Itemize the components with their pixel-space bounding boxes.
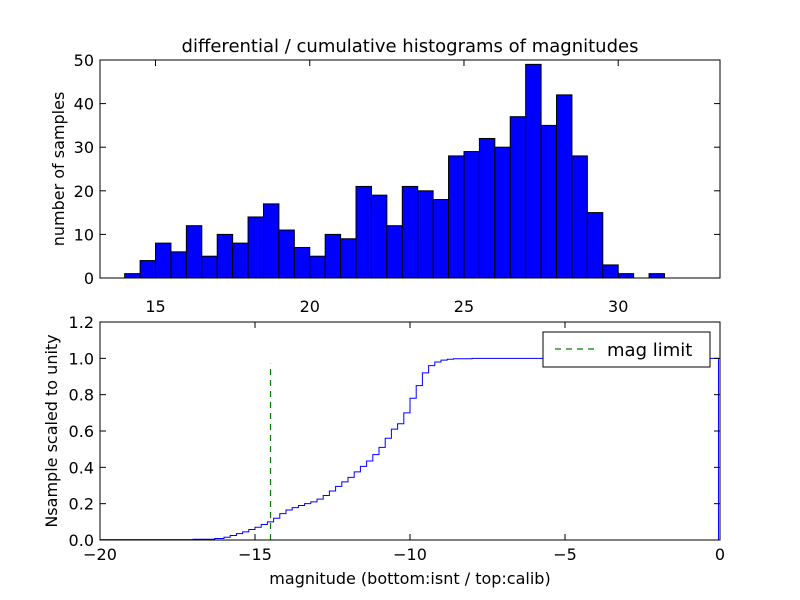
top-y-tick-label: 0 (84, 269, 94, 288)
top-x-tick-label: 20 (300, 297, 320, 316)
histogram-bar (417, 190, 434, 279)
cumulative-plot-area (100, 357, 719, 541)
histogram-bar (525, 63, 542, 279)
histogram-bar (648, 273, 665, 279)
bottom-y-tick-label: 1.0 (69, 349, 94, 368)
histogram-bar (571, 155, 588, 279)
histogram-bar (139, 260, 157, 279)
bottom-y-tick-label: 1.2 (69, 313, 94, 332)
bottom-x-tick-label: −10 (393, 545, 427, 564)
histogram-bar (324, 233, 342, 279)
bottom-y-axis-label: Nsample scaled to unity (42, 334, 61, 527)
top-x-tick-label: 30 (608, 297, 628, 316)
legend-mag-limit-label: mag limit (607, 340, 692, 361)
bottom-y-tick-label: 0.4 (69, 458, 94, 477)
top-y-tick-label: 20 (74, 182, 94, 201)
bottom-x-tick-label: −20 (83, 545, 117, 564)
histogram-bar (494, 146, 511, 279)
histogram-bar (216, 233, 234, 279)
top-y-axis-label: number of samples (49, 92, 68, 247)
bottom-x-axis-label: magnitude (bottom:isnt / top:calib) (269, 569, 550, 588)
bottom-x-tick-label: −5 (553, 545, 577, 564)
histogram-bar (448, 155, 465, 279)
histogram-bar (602, 264, 619, 279)
histogram-bar (509, 116, 527, 279)
bottom-y-tick-label: 0.8 (69, 386, 94, 405)
top-y-tick-label: 30 (74, 138, 94, 157)
bottom-y-tick-label: 0.2 (69, 495, 94, 514)
histogram-bar (293, 246, 311, 279)
histogram-bar (340, 238, 357, 279)
top-plot-frame (99, 59, 721, 279)
histogram-bar (386, 225, 403, 279)
histogram-bar (170, 251, 187, 279)
top-histogram-panel: differential / cumulative histograms of … (49, 36, 721, 316)
histogram-bar (278, 229, 295, 279)
histogram-bar (232, 242, 249, 279)
histogram-bar (617, 273, 635, 279)
histogram-bar (586, 212, 604, 279)
histogram-bar (247, 216, 264, 279)
bottom-y-axis: 0.0 0.2 0.4 0.6 0.8 1.0 1.2 (69, 313, 720, 550)
top-y-axis: 0 10 20 30 40 50 (74, 51, 720, 288)
histogram-bar (432, 199, 450, 279)
bottom-y-tick-label: 0.0 (69, 531, 94, 550)
histogram-bar (155, 242, 172, 279)
histogram-bar (556, 94, 573, 279)
histogram-bar (185, 225, 203, 279)
top-y-tick-label: 50 (74, 51, 94, 70)
histogram-bar (463, 151, 480, 279)
top-y-tick-label: 40 (74, 95, 94, 114)
histogram-bars (124, 63, 665, 279)
bottom-x-axis: −20 −15 −10 −5 0 (83, 322, 725, 564)
histogram-bar (355, 185, 372, 279)
bottom-x-tick-label: 0 (715, 545, 725, 564)
cumulative-step-line (100, 357, 719, 541)
top-x-axis: 15 20 25 30 (145, 60, 628, 316)
bottom-y-tick-label: 0.6 (69, 422, 94, 441)
histogram-bar (201, 255, 218, 279)
bottom-x-tick-label: −15 (238, 545, 272, 564)
histogram-bar (124, 273, 141, 279)
histogram-bar (370, 194, 388, 279)
top-x-tick-label: 25 (454, 297, 474, 316)
top-x-tick-label: 15 (145, 297, 165, 316)
legend: mag limit (542, 331, 711, 368)
histogram-bar (262, 203, 280, 279)
chart-title: differential / cumulative histograms of … (182, 36, 639, 57)
histogram-bar (540, 124, 558, 279)
histogram-bar (478, 137, 496, 279)
histogram-bar (401, 185, 419, 279)
top-y-tick-label: 10 (74, 225, 94, 244)
histogram-bar (309, 255, 326, 279)
bottom-cumulative-panel: −20 −15 −10 −5 0 0.0 0.2 0.4 0.6 0.8 1.0 1.2 magni… (42, 313, 725, 588)
